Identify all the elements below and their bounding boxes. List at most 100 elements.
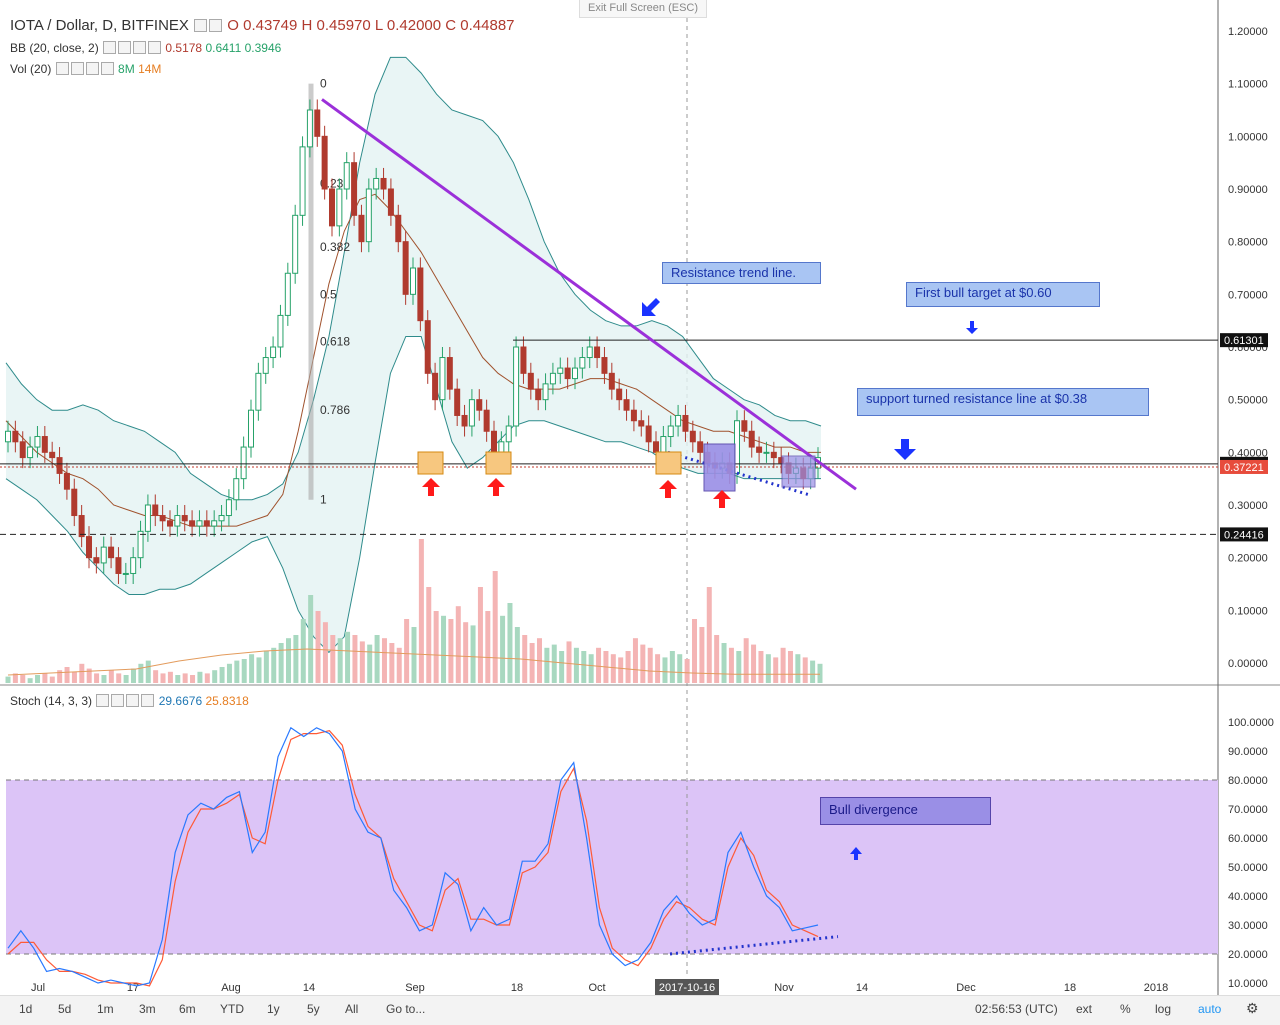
price-tick-label: 0.30000: [1228, 500, 1268, 512]
stoch-value-k: 29.6676: [158, 694, 203, 708]
candle-body: [424, 320, 431, 374]
plus-icon[interactable]: [85, 62, 99, 75]
fib-label: 1: [320, 493, 327, 507]
gear-icon[interactable]: [70, 62, 84, 75]
gear-icon[interactable]: [209, 19, 223, 32]
candle-body: [380, 177, 387, 190]
candle-body: [122, 572, 129, 575]
settings-icon[interactable]: [194, 19, 208, 32]
range-1y[interactable]: 1y: [267, 1002, 280, 1016]
plus-icon[interactable]: [133, 41, 147, 54]
candle-body: [306, 109, 313, 148]
bottom-toolbar: 1d 5d 1m 3m 6m YTD 1y 5y All Go to... 02…: [0, 995, 1280, 1025]
volume-bar: [175, 675, 181, 683]
range-ytd[interactable]: YTD: [220, 1002, 244, 1016]
annotation-support-resistance[interactable]: support turned resistance line at $0.38: [857, 388, 1149, 416]
volume-bar: [300, 619, 306, 683]
eye-icon[interactable]: [55, 62, 69, 75]
volume-bar: [787, 651, 793, 683]
eye-icon[interactable]: [96, 694, 110, 707]
fib-label: 0.5: [320, 287, 337, 301]
go-to-date-button[interactable]: Go to...: [386, 1002, 426, 1016]
volume-bar: [810, 660, 816, 683]
volume-bar: [337, 638, 343, 683]
candle-body: [520, 346, 527, 374]
candle-body: [572, 367, 578, 380]
close-icon[interactable]: [141, 694, 155, 707]
candle-body: [284, 272, 291, 316]
support-box: [655, 451, 682, 475]
stoch-tick-label: 30.0000: [1228, 920, 1268, 932]
volume-bar: [632, 638, 638, 683]
fib-label: 0.786: [320, 403, 350, 417]
volume-bar: [610, 654, 616, 683]
vol-legend: Vol (20) 8M 14M: [10, 62, 161, 76]
eye-icon[interactable]: [103, 41, 117, 54]
volume-bar: [234, 660, 240, 683]
volume-bar: [204, 673, 210, 683]
exit-full-screen-button[interactable]: Exit Full Screen (ESC): [579, 0, 707, 18]
range-1m[interactable]: 1m: [97, 1002, 114, 1016]
candle-body: [218, 515, 225, 522]
volume-bar: [669, 651, 675, 683]
range-6m[interactable]: 6m: [179, 1002, 196, 1016]
candle-body: [623, 399, 630, 411]
candle-body: [71, 488, 78, 517]
range-1d[interactable]: 1d: [19, 1002, 33, 1016]
volume-bar: [212, 670, 218, 683]
percent-toggle[interactable]: %: [1120, 1002, 1131, 1016]
price-tag-label: 0.24416: [1224, 529, 1264, 541]
volume-bar: [219, 667, 225, 683]
volume-bar: [197, 671, 203, 683]
range-5y[interactable]: 5y: [307, 1002, 320, 1016]
candle-body: [483, 409, 490, 432]
volume-bar: [418, 539, 424, 683]
gear-icon[interactable]: [118, 41, 132, 54]
volume-bar: [145, 660, 151, 683]
volume-bar: [566, 641, 572, 683]
close-icon[interactable]: [148, 41, 162, 54]
volume-bar: [182, 673, 188, 683]
candle-body: [402, 241, 409, 295]
bb-value-upper: 0.6411: [205, 41, 242, 55]
volume-bar: [411, 627, 417, 683]
volume-bar: [514, 627, 520, 683]
support-box-purple: [703, 443, 736, 492]
bb-fill: [6, 57, 821, 653]
candle-body: [763, 451, 770, 454]
log-toggle[interactable]: log: [1155, 1002, 1172, 1016]
gear-icon[interactable]: [111, 694, 125, 707]
stoch-tick-label: 20.0000: [1228, 949, 1268, 961]
range-all[interactable]: All: [345, 1002, 359, 1016]
ext-toggle[interactable]: ext: [1076, 1002, 1093, 1016]
gear-icon[interactable]: ⚙: [1246, 1000, 1259, 1016]
candle-body: [233, 478, 240, 501]
stoch-k-line: [7, 726, 819, 987]
candle-body: [756, 446, 763, 453]
volume-bar: [780, 647, 786, 683]
range-5d[interactable]: 5d: [58, 1002, 72, 1016]
annotation-resistance[interactable]: Resistance trend line.: [662, 262, 821, 284]
annotation-bull-target[interactable]: First bull target at $0.60: [906, 282, 1100, 307]
candle-body: [115, 557, 122, 574]
candle-body: [314, 109, 321, 137]
bb-value-mid: 0.5178: [165, 41, 203, 55]
stoch-tick-label: 10.0000: [1228, 978, 1268, 990]
support-box: [485, 451, 512, 475]
candle-body: [189, 520, 196, 527]
plus-icon[interactable]: [126, 694, 140, 707]
price-tick-label: 0.50000: [1228, 395, 1268, 407]
x-tick-label: Aug: [221, 982, 241, 994]
candle-body: [594, 346, 601, 359]
auto-toggle[interactable]: auto: [1198, 1002, 1222, 1016]
close-icon[interactable]: [100, 62, 114, 75]
volume-bar: [441, 615, 447, 683]
candle-body: [203, 520, 210, 527]
candle-body: [299, 146, 306, 216]
volume-bar: [20, 675, 26, 683]
annotation-bull-divergence[interactable]: Bull divergence: [820, 797, 991, 825]
volume-bar: [108, 670, 114, 683]
candle-body: [557, 367, 564, 374]
range-3m[interactable]: 3m: [139, 1002, 156, 1016]
